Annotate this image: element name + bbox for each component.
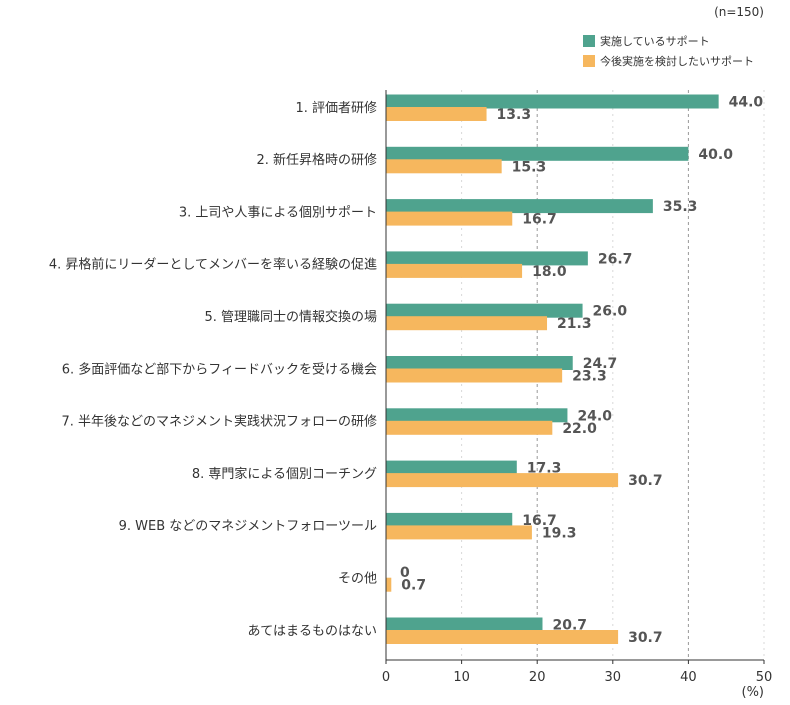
category-label-7: 7. 半年後などのマネジメント実践状況フォローの研修 <box>61 414 377 430</box>
unit-label: (%) <box>742 685 765 700</box>
bar-s1-c6 <box>386 356 573 370</box>
bar-s1-c2 <box>386 146 689 161</box>
x-tick-label-40: 40 <box>680 670 697 685</box>
value-label-s2-c10: 0.7 <box>401 578 426 594</box>
value-label-s2-c5: 21.3 <box>557 316 592 332</box>
category-label-4: 4. 昇格前にリーダーとしてメンバーを率いる経験の促進 <box>49 257 377 273</box>
bar-s2-c8 <box>386 473 619 488</box>
value-label-s1-c1: 44.0 <box>729 95 764 111</box>
value-label-s1-c10: 0 <box>400 565 410 581</box>
legend-swatch-1 <box>583 35 595 47</box>
legend-swatch-2 <box>583 55 595 67</box>
bar-s1-c11 <box>386 617 543 632</box>
value-label-s2-c7: 22.0 <box>562 421 597 437</box>
bar-s1-c1 <box>386 94 719 109</box>
value-label-s1-c6: 24.7 <box>583 356 618 372</box>
value-labels: 44.0 13.3 40.0 15.3 35.3 16.7 26.7 18.0 26.021.3… <box>400 95 763 647</box>
bar-s1-c5 <box>386 303 583 318</box>
x-tick-label-50: 50 <box>756 670 773 685</box>
bar-s1-c8 <box>386 460 517 475</box>
value-label-s2-c6: 23.3 <box>572 369 607 385</box>
bar-s1-c7 <box>386 408 568 423</box>
x-tick-label-10: 10 <box>453 670 470 685</box>
bar-s2-c4 <box>386 263 523 278</box>
value-label-s1-c7: 24.0 <box>577 408 612 424</box>
category-label-2: 2. 新任昇格時の研修 <box>256 152 377 168</box>
bar-s2-c10 <box>386 577 392 592</box>
value-label-s2-c2: 15.3 <box>512 159 547 175</box>
value-label-s2-c4: 18.0 <box>532 264 567 280</box>
category-label-5: 5. 管理職同士の情報交換の場 <box>204 309 377 325</box>
bar-s1-c9 <box>386 512 513 527</box>
bar-s1-c4 <box>386 251 588 266</box>
category-labels: 1. 評価者研修 2. 新任昇格時の研修 3. 上司や人事による個別サポート 4. 昇… <box>49 101 377 639</box>
bar-s2-c3 <box>386 211 513 226</box>
value-label-s1-c3: 35.3 <box>663 199 698 215</box>
value-label-s2-c8: 30.7 <box>628 473 663 489</box>
bar-s2-c5 <box>386 316 548 331</box>
category-label-6: 6. 多面評価など部下からフィードバックを受ける機会 <box>62 361 377 377</box>
bar-s2-c9 <box>386 525 532 540</box>
x-axis: 0 10 20 30 40 50 <box>382 90 772 685</box>
bar-s1-c3 <box>386 199 653 214</box>
category-label-3: 3. 上司や人事による個別サポート <box>179 205 377 220</box>
value-label-s1-c11: 20.7 <box>552 618 587 634</box>
category-label-8: 8. 専門家による個別コーチング <box>192 466 377 482</box>
value-label-s2-c3: 16.7 <box>522 212 557 228</box>
value-label-s1-c5: 26.0 <box>593 304 628 320</box>
x-tick-label-30: 30 <box>605 670 622 685</box>
x-tick-label-0: 0 <box>382 670 390 685</box>
bar-s2-c11 <box>386 630 619 644</box>
bars <box>386 94 719 644</box>
value-label-s1-c2: 40.0 <box>698 147 733 163</box>
category-label-1: 1. 評価者研修 <box>295 101 377 116</box>
value-label-s1-c4: 26.7 <box>598 251 633 267</box>
value-label-s2-c9: 19.3 <box>542 525 577 541</box>
bar-s2-c6 <box>386 368 563 383</box>
value-label-s1-c8: 17.3 <box>527 461 562 477</box>
bar-s2-c2 <box>386 159 502 174</box>
legend-label-2: 今後実施を検討したいサポート <box>600 54 754 68</box>
legend-label-1: 実施しているサポート <box>600 34 710 48</box>
x-tick-label-20: 20 <box>529 670 546 685</box>
sample-size-note: (n=150) <box>714 5 764 19</box>
category-label-10: その他 <box>338 571 377 586</box>
value-label-s2-c11: 30.7 <box>628 630 663 646</box>
value-label-s2-c1: 13.3 <box>497 107 532 123</box>
bar-s2-c7 <box>386 420 553 435</box>
value-label-s1-c9: 16.7 <box>522 513 557 529</box>
category-label-11: あてはまるものはない <box>248 624 377 639</box>
category-label-9: 9. WEB などのマネジメントフォローツール <box>119 519 377 534</box>
bar-s2-c1 <box>386 107 487 121</box>
